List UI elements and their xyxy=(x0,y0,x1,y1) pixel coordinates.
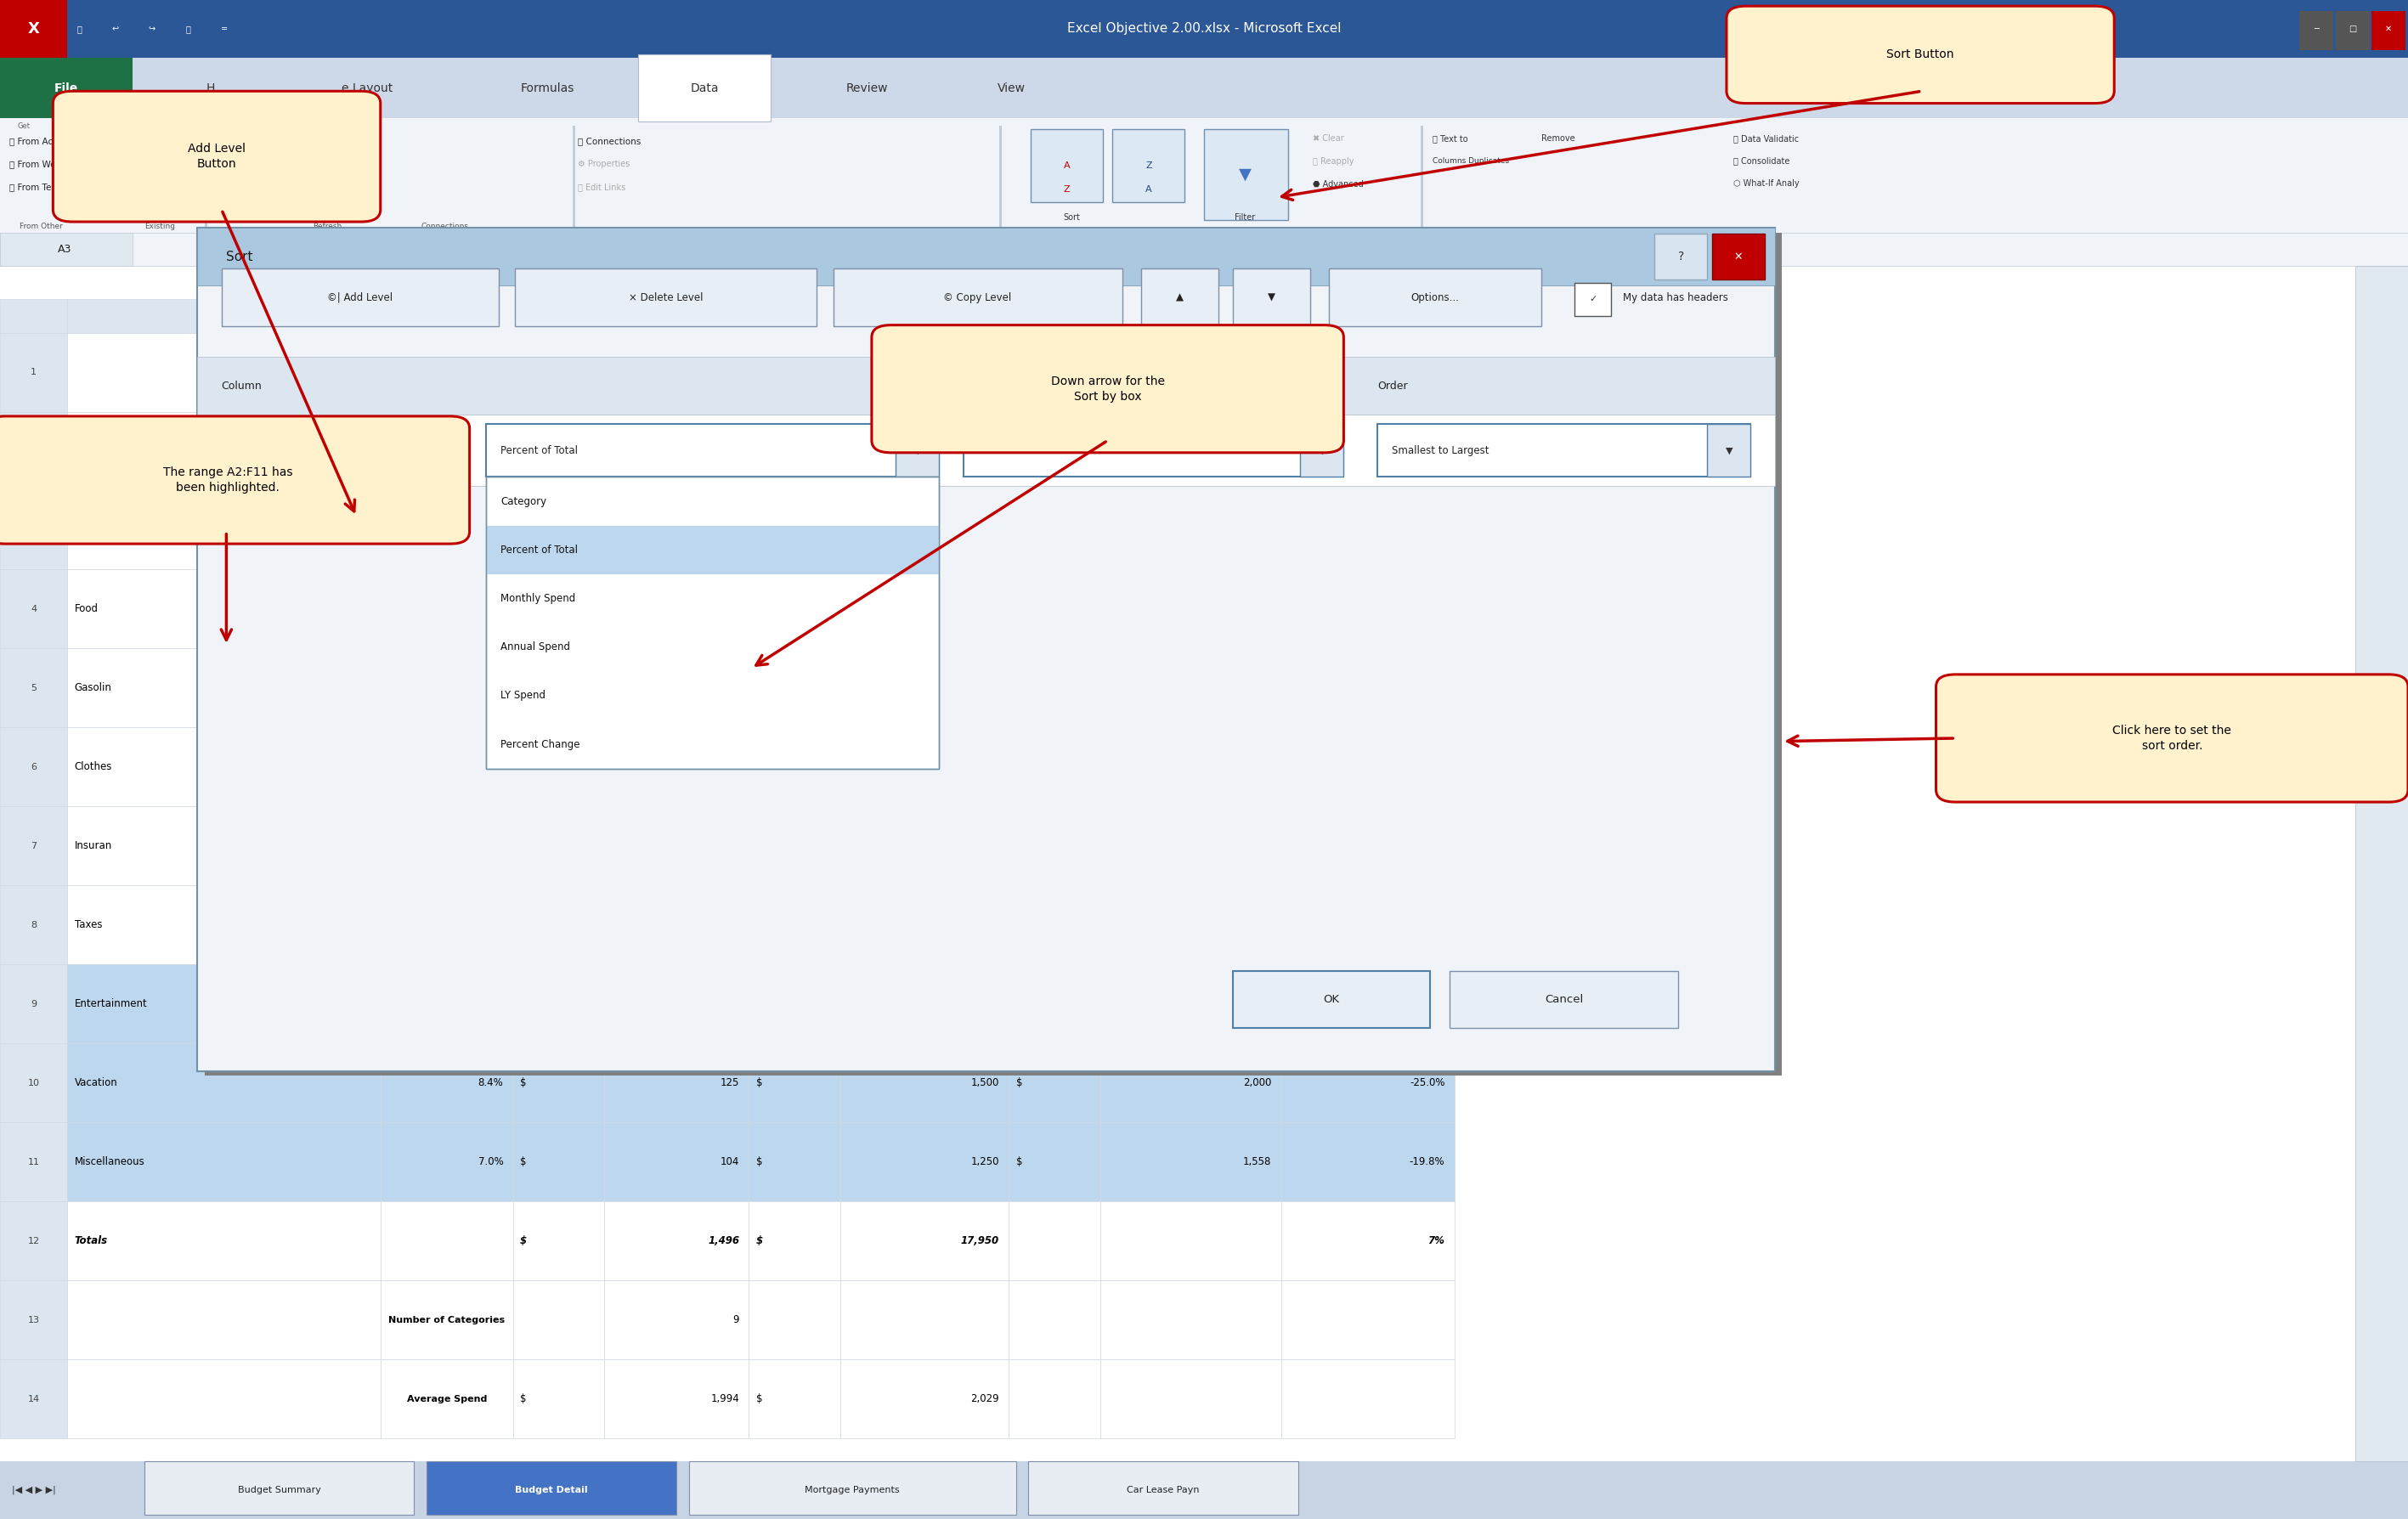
Text: ✖ Clear: ✖ Clear xyxy=(1312,134,1344,143)
FancyBboxPatch shape xyxy=(749,491,840,570)
Text: Formulas: Formulas xyxy=(520,82,576,94)
FancyBboxPatch shape xyxy=(1281,333,1454,412)
FancyBboxPatch shape xyxy=(749,333,840,412)
FancyBboxPatch shape xyxy=(380,649,513,728)
FancyBboxPatch shape xyxy=(1281,570,1454,649)
FancyBboxPatch shape xyxy=(1100,412,1281,491)
Text: Budget Summary: Budget Summary xyxy=(238,1486,320,1495)
FancyBboxPatch shape xyxy=(749,1281,840,1360)
FancyBboxPatch shape xyxy=(1009,412,1100,491)
FancyBboxPatch shape xyxy=(1204,129,1288,220)
Text: Existing: Existing xyxy=(144,222,176,231)
Text: ▼: ▼ xyxy=(1238,167,1252,182)
Text: Miscellaneous: Miscellaneous xyxy=(75,1156,144,1168)
FancyBboxPatch shape xyxy=(749,1360,840,1438)
FancyBboxPatch shape xyxy=(604,1123,749,1202)
FancyBboxPatch shape xyxy=(1421,126,1423,228)
FancyBboxPatch shape xyxy=(604,886,749,965)
FancyBboxPatch shape xyxy=(1100,1360,1281,1438)
FancyBboxPatch shape xyxy=(380,299,513,333)
Text: 6: 6 xyxy=(31,763,36,772)
FancyBboxPatch shape xyxy=(1009,333,1100,412)
FancyBboxPatch shape xyxy=(604,570,749,649)
Text: Connections: Connections xyxy=(421,222,470,231)
FancyBboxPatch shape xyxy=(1141,269,1218,327)
Text: Average Spend: Average Spend xyxy=(407,1394,486,1404)
Text: Car Lease Payn: Car Lease Payn xyxy=(1127,1486,1199,1495)
FancyBboxPatch shape xyxy=(749,649,840,728)
Text: ✕: ✕ xyxy=(1734,251,1743,263)
FancyBboxPatch shape xyxy=(513,1123,604,1202)
FancyBboxPatch shape xyxy=(513,333,604,412)
FancyBboxPatch shape xyxy=(840,1202,1009,1281)
Text: The range A2:F11 has
been highlighted.: The range A2:F11 has been highlighted. xyxy=(164,466,291,494)
Text: Clothes: Clothes xyxy=(75,761,113,773)
FancyBboxPatch shape xyxy=(144,1461,414,1514)
FancyBboxPatch shape xyxy=(0,416,470,544)
FancyBboxPatch shape xyxy=(1009,1044,1100,1123)
FancyBboxPatch shape xyxy=(963,424,1344,477)
Text: Order: Order xyxy=(1377,380,1409,392)
Text: X: X xyxy=(29,21,39,36)
FancyBboxPatch shape xyxy=(486,477,939,769)
FancyBboxPatch shape xyxy=(1009,649,1100,728)
Text: 9: 9 xyxy=(31,1000,36,1009)
Text: 🔗 Connections: 🔗 Connections xyxy=(578,137,641,146)
FancyBboxPatch shape xyxy=(0,728,67,807)
FancyBboxPatch shape xyxy=(513,1281,604,1360)
FancyBboxPatch shape xyxy=(67,886,380,965)
FancyBboxPatch shape xyxy=(872,325,1344,453)
Text: Gasolin: Gasolin xyxy=(75,682,111,694)
FancyBboxPatch shape xyxy=(999,126,1002,228)
FancyBboxPatch shape xyxy=(1233,269,1310,327)
FancyBboxPatch shape xyxy=(0,570,67,649)
Text: View: View xyxy=(997,82,1026,94)
Text: ✓: ✓ xyxy=(1589,295,1597,304)
FancyBboxPatch shape xyxy=(840,412,1009,491)
Text: 167: 167 xyxy=(720,998,739,1010)
Text: ©| Add Level: ©| Add Level xyxy=(327,292,393,304)
Text: Z: Z xyxy=(1146,161,1151,170)
Text: Sort Button: Sort Button xyxy=(1885,49,1955,61)
FancyBboxPatch shape xyxy=(0,232,2408,266)
FancyBboxPatch shape xyxy=(67,412,380,491)
Text: Sort On: Sort On xyxy=(963,380,1004,392)
FancyBboxPatch shape xyxy=(0,807,67,886)
FancyBboxPatch shape xyxy=(380,333,513,412)
FancyBboxPatch shape xyxy=(0,232,132,266)
Text: Insuran: Insuran xyxy=(75,840,113,852)
FancyBboxPatch shape xyxy=(1100,965,1281,1044)
FancyBboxPatch shape xyxy=(604,333,749,412)
FancyBboxPatch shape xyxy=(380,491,513,570)
FancyBboxPatch shape xyxy=(1707,424,1751,477)
Text: 1: 1 xyxy=(31,368,36,377)
FancyBboxPatch shape xyxy=(1281,299,1454,333)
FancyBboxPatch shape xyxy=(1112,129,1185,202)
FancyBboxPatch shape xyxy=(1009,807,1100,886)
FancyBboxPatch shape xyxy=(1028,1461,1298,1514)
FancyBboxPatch shape xyxy=(749,412,840,491)
FancyBboxPatch shape xyxy=(604,1202,749,1281)
FancyBboxPatch shape xyxy=(2372,11,2406,50)
FancyBboxPatch shape xyxy=(513,412,604,491)
FancyBboxPatch shape xyxy=(1329,269,1541,327)
Text: 7%: 7% xyxy=(1428,1235,1445,1247)
FancyBboxPatch shape xyxy=(205,232,1782,1075)
Text: 🌐 From Web: 🌐 From Web xyxy=(10,159,63,169)
FancyBboxPatch shape xyxy=(67,1202,380,1281)
FancyBboxPatch shape xyxy=(1100,1281,1281,1360)
Text: Taxes: Taxes xyxy=(75,919,101,931)
FancyBboxPatch shape xyxy=(380,570,513,649)
Text: H: H xyxy=(1187,311,1194,321)
Text: Column: Column xyxy=(222,380,262,392)
Text: A: A xyxy=(1064,161,1069,170)
Text: A3: A3 xyxy=(58,243,72,255)
FancyBboxPatch shape xyxy=(604,965,749,1044)
FancyBboxPatch shape xyxy=(749,728,840,807)
FancyBboxPatch shape xyxy=(380,807,513,886)
FancyBboxPatch shape xyxy=(840,1044,1009,1123)
Text: $: $ xyxy=(520,998,527,1010)
FancyBboxPatch shape xyxy=(749,1202,840,1281)
FancyBboxPatch shape xyxy=(1281,1202,1454,1281)
